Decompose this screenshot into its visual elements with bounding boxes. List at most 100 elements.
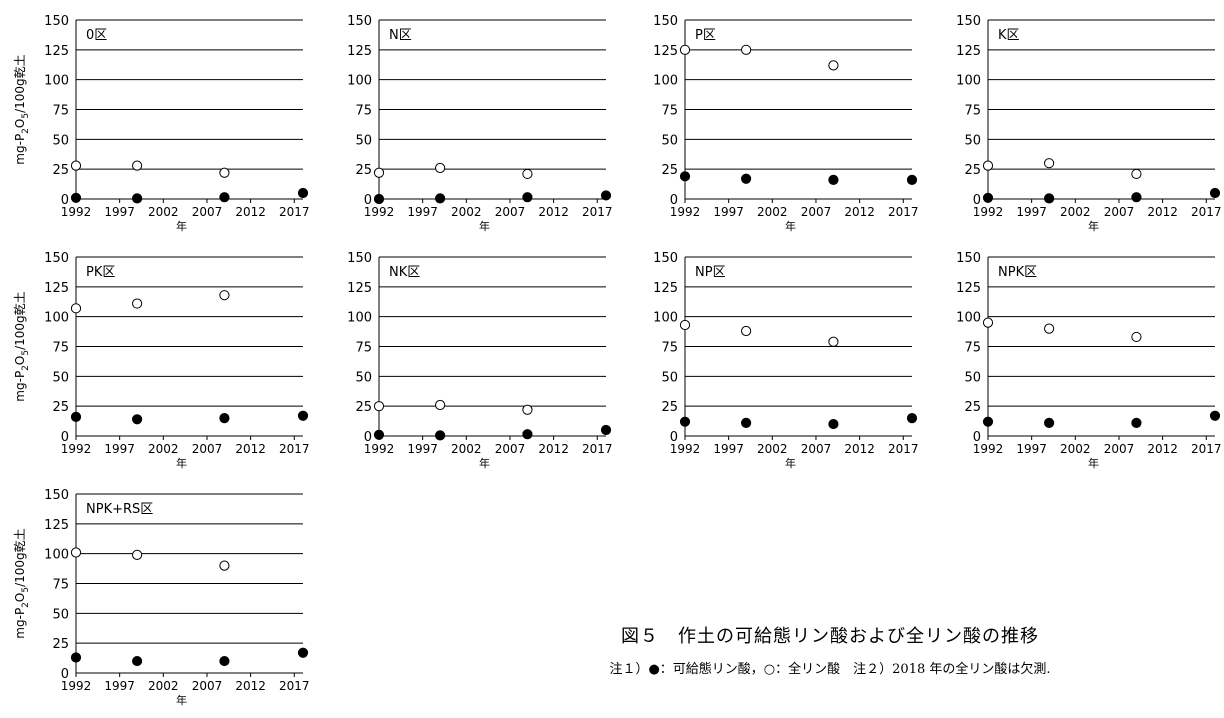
data-point-available: [982, 192, 994, 203]
x-tick-label: 2007: [1104, 205, 1135, 219]
y-tick-label: 75: [964, 341, 981, 356]
y-tick-label: 150: [653, 251, 678, 266]
x-tick-label: 1992: [61, 679, 92, 693]
y-tick-label: 0: [973, 430, 981, 445]
x-tick-label: 1992: [364, 205, 395, 219]
y-tick-label: 50: [661, 370, 678, 385]
x-tick-label: 2012: [235, 442, 266, 456]
y-tick-label: 0: [61, 193, 69, 208]
y-tick-label: 100: [956, 311, 981, 326]
x-tick-label: 1997: [104, 205, 135, 219]
y-axis-label: mg-P2O5/100g乾土: [13, 528, 31, 638]
x-tick-label: 2012: [235, 679, 266, 693]
x-tick-label: 1997: [713, 442, 744, 456]
x-axis-label: 年: [785, 456, 796, 470]
chart-panel: 0 25 50 75 100 125 150 1992 1997 2002 2007 2012 2017…: [956, 14, 1221, 233]
x-tick-label: 2012: [538, 442, 569, 456]
y-tick-label: 100: [347, 74, 372, 89]
x-tick-label: 2017: [279, 679, 310, 693]
y-tick-label: 125: [956, 44, 981, 59]
data-point-total: [132, 160, 143, 171]
chart-panel: 0 25 50 75 100 125 150 1992 1997 2002 2007 2012 2017…: [653, 14, 918, 233]
x-tick-label: 2012: [1147, 205, 1178, 219]
x-axis-label: 年: [176, 219, 187, 233]
panel-title: NP区: [695, 265, 726, 280]
data-point-available: [297, 187, 309, 199]
y-tick-label: 25: [52, 637, 69, 652]
x-tick-label: 2012: [844, 442, 875, 456]
panel-title: NK区: [389, 265, 420, 280]
x-tick-label: 2017: [279, 442, 310, 456]
y-tick-label: 125: [347, 281, 372, 296]
x-axis-label: 年: [1088, 219, 1099, 233]
x-tick-label: 1992: [670, 205, 701, 219]
y-tick-label: 75: [661, 341, 678, 356]
x-tick-label: 2007: [801, 442, 832, 456]
y-axis-label: mg-P2O5/100g乾土: [13, 291, 31, 401]
data-point-total: [1044, 158, 1055, 169]
data-point-available: [132, 414, 143, 425]
y-tick-label: 100: [44, 311, 69, 326]
x-tick-label: 1997: [407, 442, 438, 456]
x-tick-label: 1997: [713, 205, 744, 219]
data-point-available: [70, 192, 82, 203]
data-point-total: [435, 399, 446, 411]
x-tick-label: 2002: [757, 205, 788, 219]
y-tick-label: 75: [52, 104, 69, 119]
y-tick-label: 25: [52, 400, 69, 415]
y-tick-label: 25: [355, 163, 372, 178]
x-tick-label: 2002: [1060, 205, 1091, 219]
y-tick-label: 125: [653, 281, 678, 296]
chart-panel: 0 25 50 75 100 125 150 1992 1997 2002 2007 2012 2017…: [347, 251, 612, 470]
x-tick-label: 1992: [973, 442, 1004, 456]
data-point-available: [373, 193, 385, 205]
x-axis-label: 年: [176, 693, 187, 707]
data-point-total: [1131, 331, 1142, 343]
y-tick-label: 25: [964, 163, 981, 178]
x-tick-label: 1997: [104, 442, 135, 456]
data-point-available: [1209, 187, 1221, 199]
y-tick-label: 100: [653, 74, 678, 89]
y-tick-label: 25: [661, 400, 678, 415]
data-point-total: [741, 44, 752, 55]
x-tick-label: 2017: [582, 205, 613, 219]
x-axis-label: 年: [785, 219, 796, 233]
y-tick-label: 0: [61, 667, 69, 682]
data-point-total: [132, 549, 143, 560]
x-tick-label: 2017: [582, 442, 613, 456]
x-tick-label: 2012: [1147, 442, 1178, 456]
data-point-available: [679, 416, 691, 427]
x-axis-label: 年: [479, 219, 490, 233]
y-tick-label: 75: [964, 104, 981, 119]
data-point-total: [70, 303, 82, 314]
x-tick-label: 1997: [104, 679, 135, 693]
data-point-total: [982, 160, 994, 171]
data-point-total: [522, 404, 533, 415]
data-point-total: [219, 290, 230, 301]
x-tick-label: 1992: [973, 205, 1004, 219]
data-point-total: [982, 317, 994, 328]
y-tick-label: 100: [44, 74, 69, 89]
y-tick-label: 150: [44, 251, 69, 266]
x-tick-label: 1992: [670, 442, 701, 456]
y-tick-label: 0: [364, 430, 372, 445]
x-tick-label: 2007: [495, 442, 526, 456]
x-tick-label: 2007: [801, 205, 832, 219]
y-tick-label: 50: [661, 133, 678, 148]
y-tick-label: 50: [964, 370, 981, 385]
x-tick-label: 2007: [192, 679, 223, 693]
data-point-available: [70, 652, 82, 663]
chart-panel: 0 25 50 75 100 125 150 1992 1997 2002 2007 2012 2017…: [956, 251, 1221, 470]
data-point-available: [600, 424, 612, 436]
data-point-available: [906, 174, 918, 186]
data-point-available: [435, 193, 446, 204]
panel-title: 0区: [86, 28, 107, 43]
y-tick-label: 25: [661, 163, 678, 178]
data-point-available: [522, 429, 533, 440]
y-tick-label: 150: [653, 14, 678, 29]
y-tick-label: 75: [52, 578, 69, 593]
y-tick-label: 75: [355, 104, 372, 119]
y-tick-label: 50: [52, 607, 69, 622]
caption-note: 注１）●：可給態リン酸，○：全リン酸 注２）2018 年の全リン酸は欠測.: [609, 662, 1051, 677]
